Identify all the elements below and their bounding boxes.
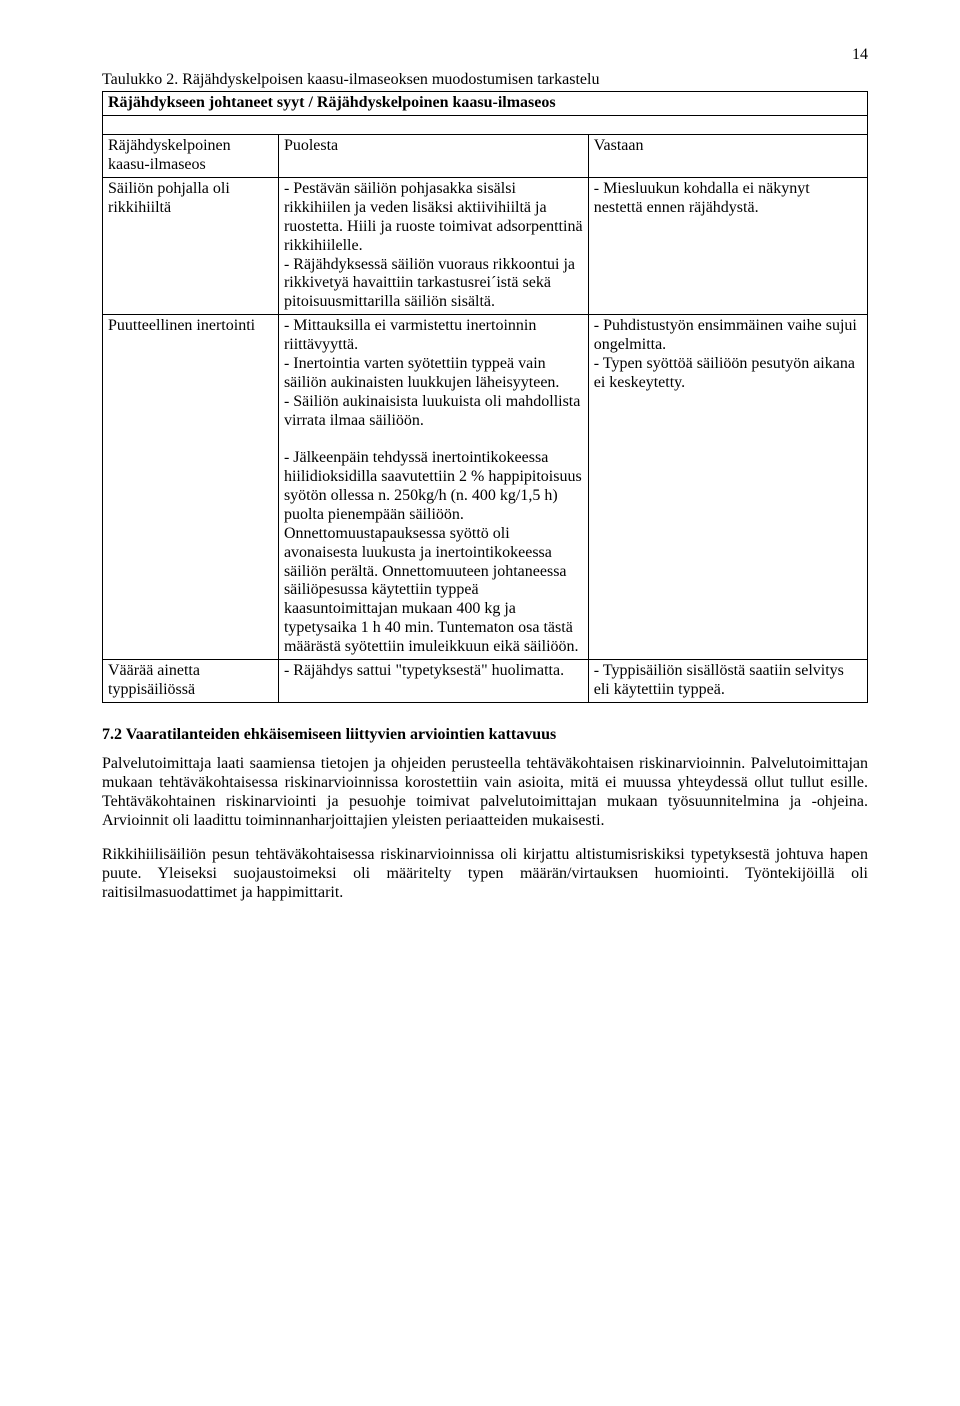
table-header-full: Räjähdykseen johtaneet syyt / Räjähdyske… [103, 92, 868, 116]
body-paragraph: Palvelutoimittaja laati saamiensa tietoj… [102, 754, 868, 831]
page-number: 14 [102, 45, 868, 64]
table-row: - Räjähdys sattui "typetyksestä" huolima… [278, 659, 588, 702]
table-row: Väärää ainetta typpisäiliössä [103, 659, 279, 702]
col3-header: Vastaan [588, 135, 867, 178]
table-caption: Taulukko 2. Räjähdyskelpoisen kaasu-ilma… [102, 70, 868, 89]
main-table: Räjähdykseen johtaneet syyt / Räjähdyske… [102, 91, 868, 702]
body-paragraph: Rikkihiilisäiliön pesun tehtäväkohtaises… [102, 845, 868, 903]
section-heading: 7.2 Vaaratilanteiden ehkäisemiseen liitt… [102, 725, 868, 744]
col1-header: Räjähdyskelpoinen kaasu-ilmaseos [103, 135, 279, 178]
col2-header: Puolesta [278, 135, 588, 178]
spacer-row [103, 116, 868, 135]
table-row: - Typpisäiliön sisällöstä saatiin selvit… [588, 659, 867, 702]
table-row: - Mittauksilla ei varmistettu inertoinni… [278, 315, 588, 660]
table-row: - Pestävän säiliön pohjasakka sisälsi ri… [278, 178, 588, 315]
table-row: Puutteellinen inertointi [103, 315, 279, 660]
table-row: Säiliön pohjalla oli rikkihiiltä [103, 178, 279, 315]
table-row: - Miesluukun kohdalla ei näkynyt nestett… [588, 178, 867, 315]
table-row: - Puhdistustyön ensimmäinen vaihe sujui … [588, 315, 867, 660]
